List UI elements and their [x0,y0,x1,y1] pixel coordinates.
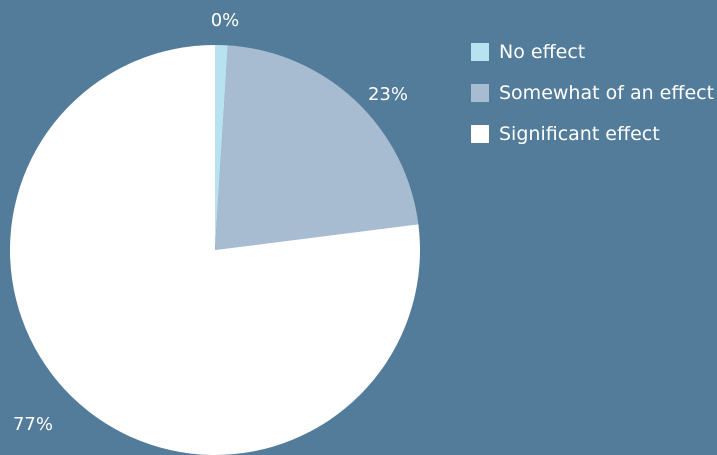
legend-swatch-significant-effect [471,125,489,143]
legend-label-somewhat-of-an-effect: Somewhat of an effect [499,82,715,104]
legend-item-somewhat-of-an-effect[interactable]: Somewhat of an effect [471,83,714,103]
pie-slice-somewhat-of-an-effect[interactable] [215,45,419,251]
legend-swatch-somewhat-of-an-effect [471,84,489,102]
legend-item-significant-effect[interactable]: Significant effect [471,124,714,144]
legend: No effect Somewhat of an effect Signific… [471,42,714,165]
legend-label-no-effect: No effect [499,41,586,63]
data-label-somewhat-of-an-effect: 23% [368,84,408,105]
legend-item-no-effect[interactable]: No effect [471,42,714,62]
data-label-no-effect: 0% [211,10,240,31]
pie-slices [9,44,420,455]
pie-data-labels: 0% 23% 77% [13,10,408,435]
data-label-significant-effect: 77% [13,414,53,435]
pie-slice-no-effect[interactable] [215,44,228,251]
legend-swatch-no-effect [471,43,489,61]
pie-slice-significant-effect[interactable] [9,45,420,455]
legend-label-significant-effect: Significant effect [499,123,660,145]
